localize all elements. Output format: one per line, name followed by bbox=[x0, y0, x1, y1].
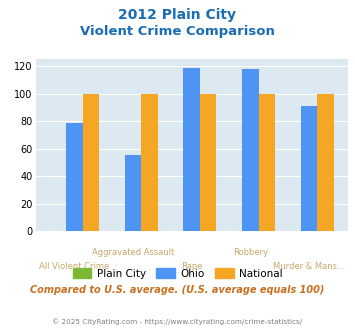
Text: Rape: Rape bbox=[181, 262, 202, 271]
Bar bbox=[317, 94, 334, 231]
Text: © 2025 CityRating.com - https://www.cityrating.com/crime-statistics/: © 2025 CityRating.com - https://www.city… bbox=[53, 318, 302, 325]
Text: Compared to U.S. average. (U.S. average equals 100): Compared to U.S. average. (U.S. average … bbox=[30, 285, 325, 295]
Bar bbox=[66, 122, 83, 231]
Text: Robbery: Robbery bbox=[233, 248, 268, 257]
Text: Violent Crime Comparison: Violent Crime Comparison bbox=[80, 25, 275, 38]
Bar bbox=[200, 94, 216, 231]
Text: 2012 Plain City: 2012 Plain City bbox=[119, 8, 236, 22]
Bar bbox=[125, 155, 141, 231]
Bar bbox=[242, 69, 258, 231]
Bar bbox=[258, 94, 275, 231]
Bar bbox=[83, 94, 99, 231]
Text: Murder & Mans...: Murder & Mans... bbox=[273, 262, 345, 271]
Text: All Violent Crime: All Violent Crime bbox=[39, 262, 109, 271]
Legend: Plain City, Ohio, National: Plain City, Ohio, National bbox=[69, 264, 286, 283]
Text: Aggravated Assault: Aggravated Assault bbox=[92, 248, 174, 257]
Bar bbox=[184, 68, 200, 231]
Bar bbox=[301, 106, 317, 231]
Bar bbox=[141, 94, 158, 231]
